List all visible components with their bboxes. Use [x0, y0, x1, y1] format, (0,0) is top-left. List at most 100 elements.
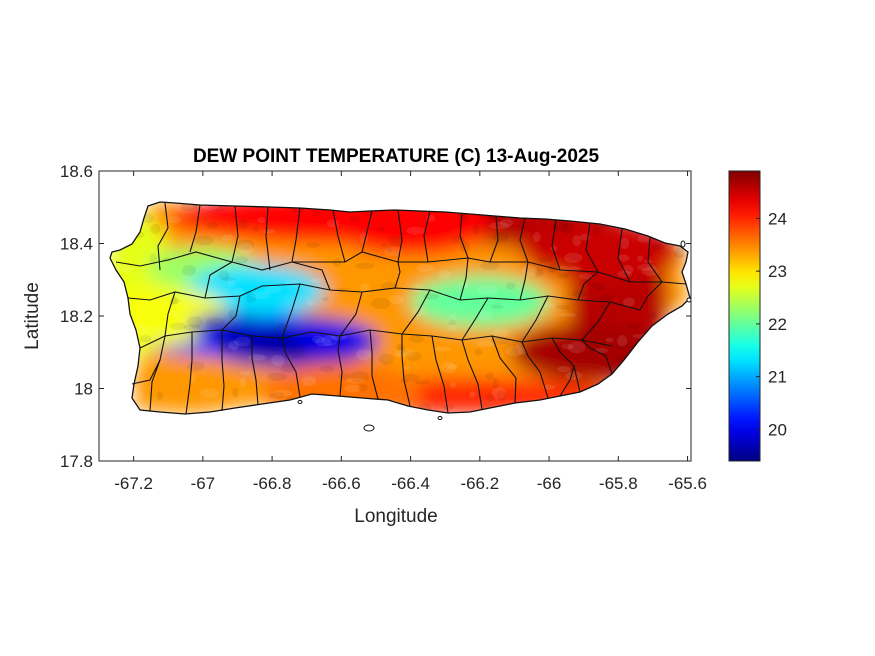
field-texture	[194, 235, 214, 246]
field-texture	[116, 265, 135, 272]
y-tick-label: 17.8	[60, 452, 93, 471]
field-texture	[451, 235, 465, 245]
field-texture	[280, 364, 296, 373]
field-texture	[496, 390, 507, 401]
field-texture	[617, 270, 632, 278]
field-texture	[183, 324, 201, 331]
field-texture	[533, 231, 541, 243]
field-texture	[411, 306, 427, 317]
x-tick-label: -67	[191, 474, 216, 493]
municipality-boundary	[461, 297, 489, 341]
field-region	[520, 220, 681, 281]
field-texture	[620, 237, 630, 250]
field-texture	[398, 348, 416, 358]
field-texture	[357, 383, 369, 392]
field-texture	[371, 297, 391, 310]
municipality-boundary	[189, 204, 201, 253]
field-texture	[414, 380, 431, 385]
field-texture	[226, 278, 236, 287]
field-texture	[231, 387, 239, 398]
colorbar-tick-label: 21	[768, 368, 787, 387]
field-texture	[617, 254, 630, 262]
field-texture	[580, 233, 591, 241]
field-core	[294, 323, 375, 352]
x-tick-label: -65.6	[668, 474, 707, 493]
municipality-boundary	[489, 215, 499, 263]
field-texture	[245, 291, 257, 303]
field-texture	[156, 391, 163, 401]
field-texture	[469, 391, 476, 398]
y-axis-label: Latitude	[22, 282, 43, 350]
field-texture	[459, 241, 470, 253]
field-texture	[593, 282, 605, 291]
municipality-boundary	[639, 281, 663, 311]
field-core	[190, 312, 271, 341]
x-tick-label: -67.2	[114, 474, 153, 493]
field-texture	[472, 224, 480, 236]
field-texture	[477, 340, 495, 348]
field-texture	[442, 404, 455, 411]
field-texture	[579, 273, 593, 280]
islet	[680, 240, 686, 248]
field-texture	[206, 221, 219, 229]
field-texture	[337, 372, 351, 381]
field-texture	[381, 243, 388, 248]
x-axis: -67.2 -67 -66.8 -66.6 -66.4 -66.2 -66 -65.8 -65.…	[114, 171, 707, 493]
field-texture	[269, 392, 285, 399]
field-texture	[492, 231, 509, 243]
field-texture	[169, 309, 178, 317]
field-texture	[572, 234, 582, 247]
field-texture	[649, 311, 657, 320]
municipality-boundary	[339, 291, 363, 337]
field-texture	[505, 282, 516, 290]
field-texture	[406, 351, 423, 362]
field-texture	[651, 243, 665, 250]
field-texture	[228, 340, 239, 351]
municipality-boundary	[617, 228, 631, 283]
field-texture	[599, 294, 615, 301]
field-texture	[492, 377, 499, 390]
municipality-boundary	[581, 339, 613, 375]
islet	[363, 424, 375, 432]
x-tick-label: -66.4	[391, 474, 430, 493]
field-texture	[559, 273, 570, 279]
y-tick-label: 18.4	[60, 235, 93, 254]
field-texture	[408, 335, 425, 344]
field-texture	[311, 335, 325, 344]
field-texture	[306, 242, 321, 248]
chart-title: DEW POINT TEMPERATURE (C) 13-Aug-2025	[193, 146, 600, 167]
field-texture	[355, 349, 372, 361]
field-texture	[288, 346, 306, 359]
municipality-boundary	[251, 336, 259, 406]
field-texture	[622, 297, 635, 307]
islets	[297, 240, 692, 432]
municipality-boundary	[401, 334, 411, 407]
field-texture	[302, 376, 317, 386]
municipality-boundary	[185, 332, 193, 415]
field-texture	[250, 291, 271, 300]
field-texture	[388, 235, 404, 247]
x-axis-label: Longitude	[354, 506, 437, 527]
municipality-boundary	[265, 206, 271, 271]
field-texture	[440, 361, 457, 373]
field-texture	[199, 388, 220, 398]
field-texture	[538, 257, 553, 263]
field-texture	[485, 372, 494, 380]
field-texture	[253, 225, 260, 232]
x-tick-label: -66.6	[322, 474, 361, 493]
y-axis: 17.8 18 18.2 18.4 18.6	[60, 162, 691, 471]
colorbar-tick-label: 22	[768, 315, 787, 334]
field-texture	[163, 216, 182, 224]
field-texture	[478, 309, 493, 321]
field-texture	[641, 266, 660, 276]
municipality-boundary	[491, 335, 517, 404]
field-texture	[401, 365, 411, 371]
field-texture	[617, 335, 628, 347]
municipality-boundary	[519, 217, 529, 263]
field-texture	[572, 290, 587, 298]
field-texture	[556, 304, 571, 310]
field-texture	[416, 263, 434, 272]
field-texture	[542, 384, 556, 390]
field-texture	[378, 353, 395, 366]
